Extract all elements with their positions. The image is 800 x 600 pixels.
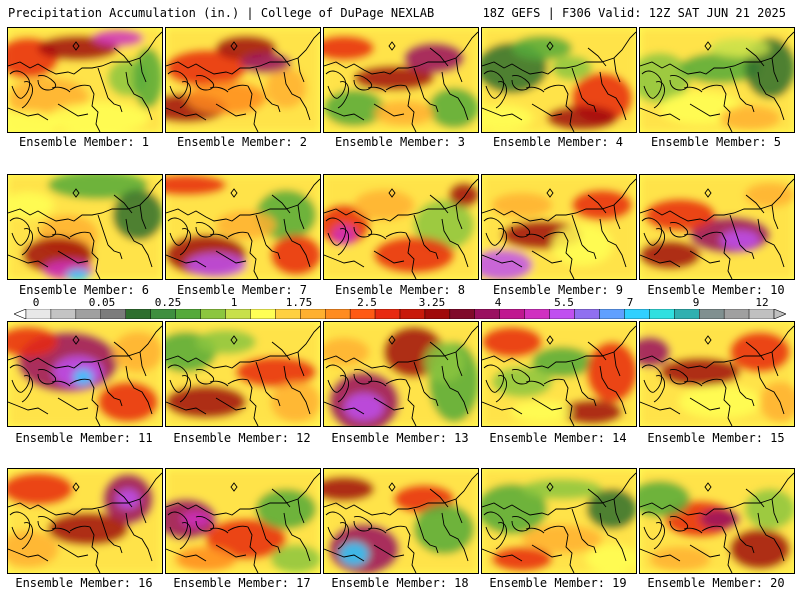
- ensemble-member-label: Ensemble Member: 6: [18, 283, 150, 297]
- colorbar-tick-label: 1: [230, 296, 238, 309]
- colorbar-swatch: [50, 309, 77, 319]
- colorbar-tick-label: 0.25: [154, 296, 182, 309]
- ensemble-member-label: Ensemble Member: 19: [489, 576, 627, 590]
- ensemble-member-map: [639, 321, 795, 427]
- colorbar-swatch: [549, 309, 575, 319]
- colorbar-tick-label: 9: [692, 296, 700, 309]
- colorbar-swatch: [75, 309, 101, 319]
- ensemble-member-label: Ensemble Member: 10: [647, 283, 785, 297]
- colorbar-swatch: [225, 309, 251, 319]
- ensemble-member-label: Ensemble Member: 11: [15, 431, 153, 445]
- colorbar-swatch: [100, 309, 126, 319]
- colorbar-tick-label: 7: [626, 296, 634, 309]
- colorbar-tick-label: 3.25: [418, 296, 446, 309]
- page-title: Precipitation Accumulation (in.) | Colle…: [8, 6, 435, 20]
- ensemble-member-map: [323, 468, 479, 574]
- ensemble-member-label: Ensemble Member: 20: [647, 576, 785, 590]
- colorbar-swatch: [723, 309, 750, 319]
- colorbar-swatch: [325, 309, 351, 319]
- colorbar-swatch: [524, 309, 550, 319]
- ensemble-member-map: [481, 321, 637, 427]
- colorbar-tick-label: 4: [494, 296, 502, 309]
- colorbar-tick-label: 1.75: [285, 296, 313, 309]
- ensemble-member-map: [165, 321, 321, 427]
- ensemble-member-map: [7, 468, 163, 574]
- ensemble-member-label: Ensemble Member: 9: [492, 283, 624, 297]
- ensemble-member-label: Ensemble Member: 13: [331, 431, 469, 445]
- colorbar-tick-label: 2.5: [357, 296, 377, 309]
- colorbar-tick-label: 5.5: [554, 296, 574, 309]
- ensemble-member-label: Ensemble Member: 16: [15, 576, 153, 590]
- ensemble-member-label: Ensemble Member: 5: [650, 135, 782, 149]
- colorbar-swatch: [200, 309, 226, 319]
- ensemble-member-map: [165, 174, 321, 280]
- ensemble-member-map: [639, 27, 795, 133]
- colorbar-swatch: [125, 309, 151, 319]
- colorbar-swatch: [674, 309, 700, 319]
- ensemble-member-map: [323, 321, 479, 427]
- ensemble-member-map: [481, 174, 637, 280]
- ensemble-member-map: [323, 174, 479, 280]
- ensemble-member-map: [7, 174, 163, 280]
- ensemble-member-label: Ensemble Member: 4: [492, 135, 624, 149]
- colorbar-swatch: [449, 309, 476, 319]
- colorbar-swatch: [399, 309, 426, 319]
- ensemble-member-label: Ensemble Member: 1: [18, 135, 150, 149]
- colorbar: [14, 309, 786, 319]
- colorbar-swatch: [599, 309, 625, 319]
- ensemble-member-label: Ensemble Member: 18: [331, 576, 469, 590]
- run-valid-time: 18Z GEFS | F306 Valid: 12Z SAT JUN 21 20…: [482, 6, 786, 20]
- ensemble-member-label: Ensemble Member: 14: [489, 431, 627, 445]
- ensemble-member-map: [323, 27, 479, 133]
- colorbar-swatch: [424, 309, 451, 319]
- ensemble-member-label: Ensemble Member: 2: [176, 135, 308, 149]
- colorbar-swatch: [574, 309, 600, 319]
- colorbar-swatch: [649, 309, 675, 319]
- colorbar-swatch: [25, 309, 52, 319]
- ensemble-member-map: [7, 27, 163, 133]
- colorbar-swatch: [275, 309, 301, 319]
- colorbar-swatch: [624, 309, 650, 319]
- colorbar-tick-label: 12: [755, 296, 769, 309]
- colorbar-swatch: [474, 309, 500, 319]
- ensemble-member-map: [481, 27, 637, 133]
- colorbar-swatch: [300, 309, 326, 319]
- colorbar-low-arrow: [14, 309, 27, 319]
- colorbar-swatch: [175, 309, 201, 319]
- colorbar-swatch: [748, 309, 775, 319]
- ensemble-member-map: [639, 468, 795, 574]
- ensemble-member-label: Ensemble Member: 7: [176, 283, 308, 297]
- colorbar-swatch: [250, 309, 276, 319]
- colorbar-swatch: [150, 309, 176, 319]
- ensemble-member-map: [165, 27, 321, 133]
- ensemble-member-label: Ensemble Member: 12: [173, 431, 311, 445]
- ensemble-member-label: Ensemble Member: 8: [334, 283, 466, 297]
- colorbar-swatch: [699, 309, 725, 319]
- ensemble-member-map: [7, 321, 163, 427]
- ensemble-member-map: [639, 174, 795, 280]
- ensemble-member-map: [481, 468, 637, 574]
- colorbar-swatch: [349, 309, 376, 319]
- ensemble-member-label: Ensemble Member: 3: [334, 135, 466, 149]
- ensemble-member-label: Ensemble Member: 15: [647, 431, 785, 445]
- colorbar-swatch: [499, 309, 525, 319]
- ensemble-member-map: [165, 468, 321, 574]
- colorbar-high-arrow: [773, 309, 786, 319]
- colorbar-tick-label: 0: [32, 296, 40, 309]
- colorbar-tick-label: 0.05: [88, 296, 116, 309]
- colorbar-swatch: [374, 309, 401, 319]
- ensemble-member-label: Ensemble Member: 17: [173, 576, 311, 590]
